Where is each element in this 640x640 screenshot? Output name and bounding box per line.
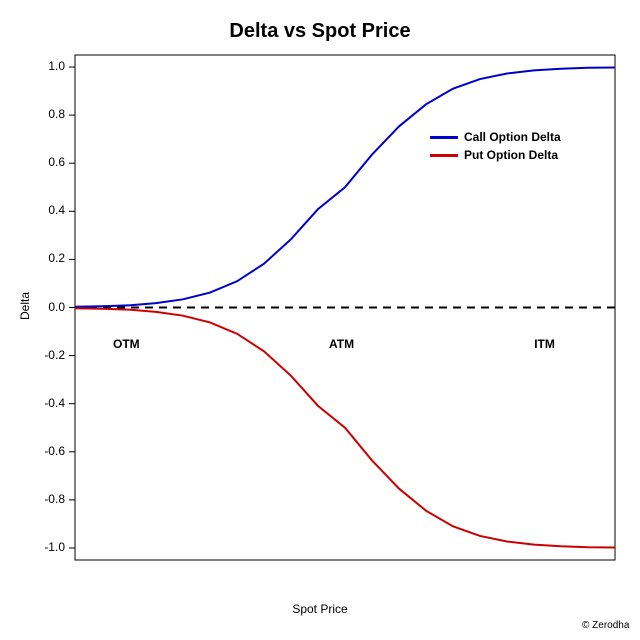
series-call_delta bbox=[75, 68, 615, 307]
region-label: ATM bbox=[329, 337, 354, 351]
legend-swatch bbox=[430, 136, 458, 139]
legend: Call Option Delta Put Option Delta bbox=[430, 128, 561, 164]
plot-area bbox=[0, 0, 640, 640]
region-label: OTM bbox=[113, 337, 140, 351]
y-tick-label: 1.0 bbox=[37, 59, 65, 73]
legend-item: Call Option Delta bbox=[430, 128, 561, 146]
legend-swatch bbox=[430, 154, 458, 157]
y-tick-label: -0.2 bbox=[37, 348, 65, 362]
y-tick-label: -0.8 bbox=[37, 492, 65, 506]
y-tick-label: 0.0 bbox=[37, 300, 65, 314]
y-tick-label: 0.2 bbox=[37, 251, 65, 265]
y-tick-label: 0.6 bbox=[37, 155, 65, 169]
legend-label: Put Option Delta bbox=[464, 148, 558, 162]
legend-item: Put Option Delta bbox=[430, 146, 561, 164]
legend-label: Call Option Delta bbox=[464, 130, 561, 144]
y-tick-label: -0.6 bbox=[37, 444, 65, 458]
y-tick-label: 0.4 bbox=[37, 203, 65, 217]
y-tick-label: 0.8 bbox=[37, 107, 65, 121]
y-tick-label: -0.4 bbox=[37, 396, 65, 410]
region-label: ITM bbox=[534, 337, 555, 351]
y-tick-label: -1.0 bbox=[37, 540, 65, 554]
